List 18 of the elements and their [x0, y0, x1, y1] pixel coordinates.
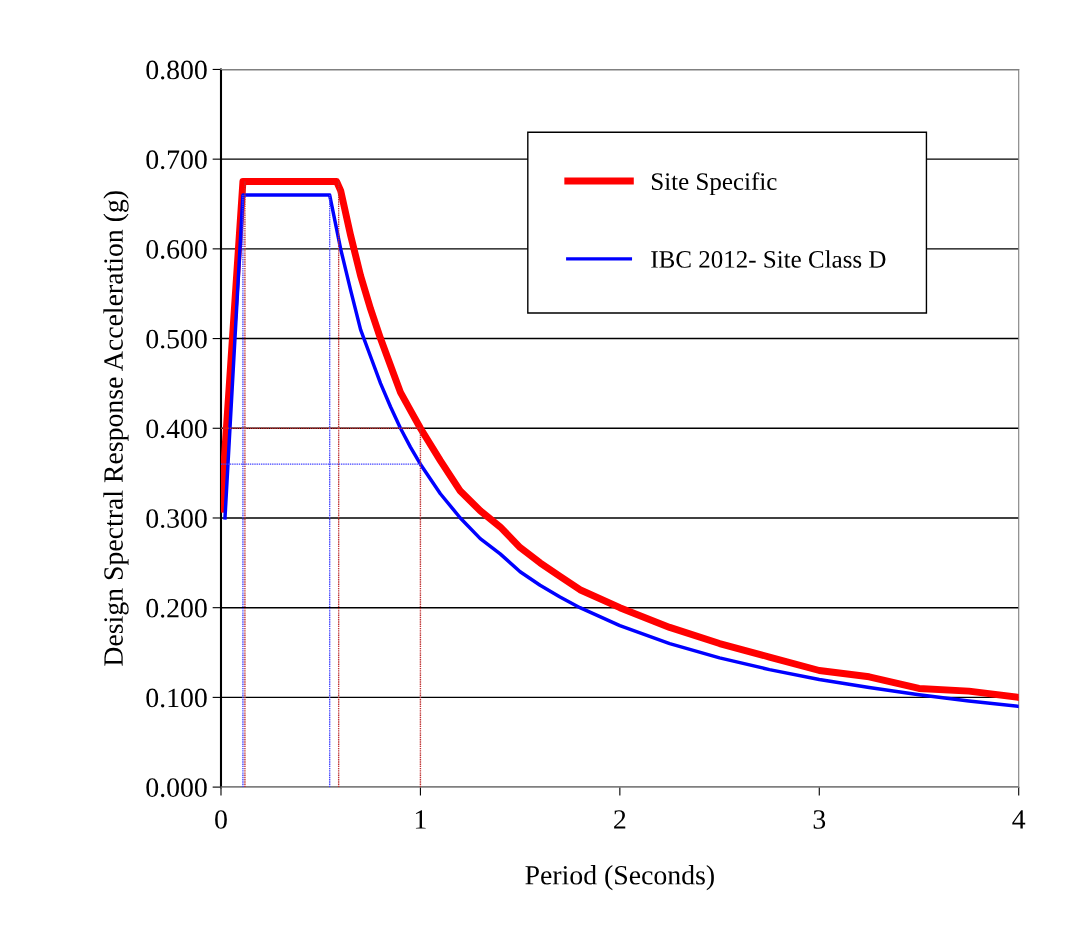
x-tick-label: 4 — [1012, 810, 1026, 829]
y-tick-label: 0.300 — [146, 509, 207, 529]
y-tick-label: 0.700 — [146, 150, 207, 170]
legend-label: IBC 2012- Site Class D — [651, 250, 886, 268]
x-tick-label: 3 — [813, 810, 826, 829]
y-tick-label: 0.800 — [146, 60, 207, 80]
y-axis-title: Design Spectral Response Acceleration (g) — [103, 191, 129, 666]
y-tick-label: 0.200 — [146, 598, 207, 618]
y-tick-label: 0.600 — [146, 240, 207, 259]
y-tick-label: 0.500 — [146, 329, 207, 349]
legend-label: Site Specific — [651, 172, 777, 196]
x-axis-title: Period (Seconds) — [525, 865, 714, 891]
x-tick-label: 2 — [614, 810, 626, 829]
y-tick-label: 0.100 — [146, 688, 207, 708]
y-tick-label: 0.000 — [146, 778, 207, 798]
x-tick-label: 0 — [215, 810, 227, 829]
x-tick-label: 1 — [415, 810, 426, 829]
y-tick-label: 0.400 — [146, 419, 207, 439]
